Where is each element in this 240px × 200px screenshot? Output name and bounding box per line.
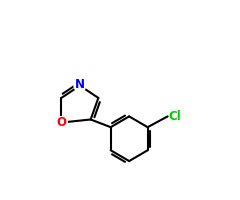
Text: Cl: Cl <box>168 110 181 123</box>
Circle shape <box>74 80 86 91</box>
Circle shape <box>55 117 67 128</box>
Text: N: N <box>75 78 85 91</box>
Text: O: O <box>56 116 66 129</box>
